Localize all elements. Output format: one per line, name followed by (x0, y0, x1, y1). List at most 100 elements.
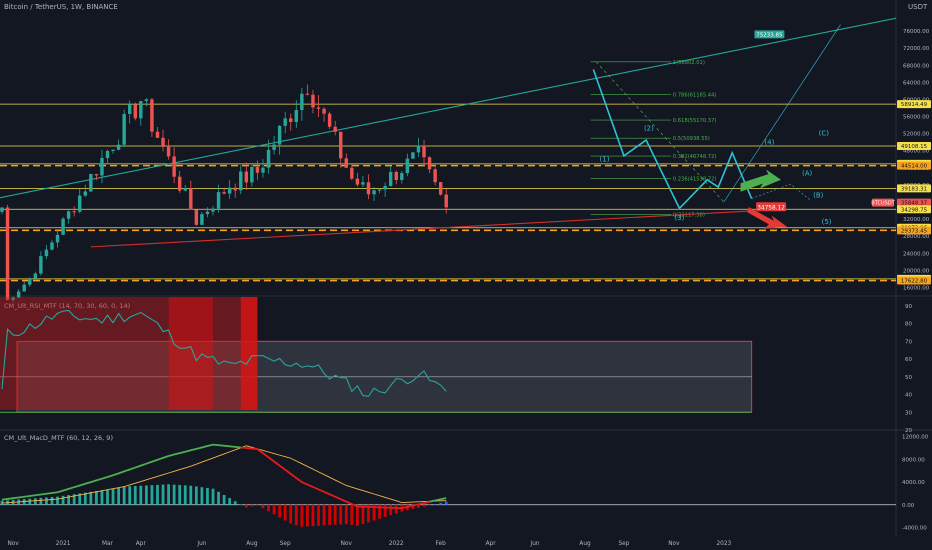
candle-body (22, 284, 26, 292)
price-axis-tick: 16000.00 (903, 285, 930, 291)
macd-histogram-bar (178, 485, 182, 505)
candle-body (144, 99, 149, 102)
macd-histogram-bar (50, 497, 54, 505)
macd-histogram-bar (61, 495, 65, 505)
candle-body (200, 214, 204, 225)
macd-histogram-bar (211, 488, 215, 505)
candle-body (61, 218, 65, 235)
candle-body (183, 188, 187, 191)
currency-label: USDT (908, 3, 928, 11)
macd-histogram-bar (206, 487, 209, 505)
x-axis-tick: Apr (486, 541, 497, 547)
price-axis-tick: 28000.00 (903, 234, 930, 240)
macd-histogram-bar (194, 486, 198, 505)
candle-body (383, 185, 387, 190)
macd-histogram-bar (144, 485, 148, 505)
candle-body (139, 101, 143, 119)
macd-histogram-bar (372, 504, 376, 521)
candle-body (411, 152, 415, 159)
macd-line (429, 497, 447, 503)
candle-body (300, 93, 304, 111)
fib-label: 0(33117.38) (673, 212, 705, 218)
macd-histogram-bar (139, 485, 143, 505)
candle-body (0, 207, 4, 212)
price-level-tag-text: 17622.80 (901, 279, 928, 285)
candle-body (166, 146, 171, 157)
candle-body (83, 191, 88, 196)
price-level-tag-text: 35848.37 (901, 201, 928, 207)
candle-body (311, 94, 315, 108)
wave-label: (3) (674, 214, 684, 222)
candle-body (28, 278, 32, 285)
macd-histogram-bar (106, 489, 109, 505)
candle-body (394, 171, 398, 180)
price-level-tag (897, 100, 931, 109)
macd-histogram-bar (239, 504, 243, 505)
price-axis-tick: 64000.00 (903, 80, 930, 86)
price-level-tag-text: 29373.45 (901, 228, 928, 234)
candle-body (416, 145, 421, 153)
candle-body (89, 174, 93, 192)
macd-histogram-bar (300, 504, 304, 527)
fib-label: 0.5(50938.55) (673, 136, 710, 142)
candle-body (372, 190, 376, 195)
price-level-tag-text: 44514.00 (901, 164, 928, 170)
price-level-tag-text: 39183.31 (901, 186, 927, 192)
macd-histogram-bar (378, 504, 381, 519)
candle-body (11, 297, 15, 300)
candle-body (261, 167, 265, 173)
macd-histogram-bar (394, 504, 398, 514)
rsi-axis-tick: 30 (905, 410, 912, 416)
rsi-axis-tick: 20 (905, 428, 912, 434)
macd-histogram-bar (350, 504, 354, 526)
macd-histogram-bar (189, 485, 193, 505)
macd-histogram-bar (156, 484, 159, 505)
price-level-tag (897, 198, 931, 207)
macd-histogram-bar (278, 504, 282, 518)
candle-body (16, 291, 21, 298)
candle-body (361, 182, 365, 185)
wave-label: (B) (813, 192, 824, 200)
wave-label: (C) (819, 129, 830, 137)
candle-body (72, 211, 76, 213)
candle-body (205, 211, 210, 215)
fib-label: 1(68802.01) (673, 60, 705, 66)
macd-histogram-bar (355, 504, 359, 526)
x-axis-tick: Aug (246, 541, 258, 547)
candle-body (239, 171, 243, 191)
price-axis-tick: 72000.00 (903, 46, 930, 52)
price-level-tag (897, 205, 931, 214)
macd-histogram-bar (322, 504, 326, 526)
macd-axis-tick: -4000.00 (902, 525, 927, 531)
candle-body (272, 144, 276, 150)
projection-line (723, 24, 841, 203)
candle-body (155, 131, 160, 138)
candle-body (116, 144, 121, 150)
macd-histogram-bar (122, 486, 126, 505)
candle-body (277, 125, 282, 145)
candle-body (111, 149, 115, 152)
candle-body (50, 242, 54, 250)
candle-body (44, 249, 49, 257)
x-axis-tick: 2022 (389, 541, 404, 547)
price-level-tag (897, 226, 931, 235)
price-axis-tick: 56000.00 (903, 115, 930, 121)
macd-histogram-bar (228, 498, 232, 505)
candle-body (100, 157, 104, 176)
candle-body (211, 208, 215, 212)
x-axis-tick: 2021 (56, 541, 71, 547)
macd-histogram-bar (200, 487, 204, 505)
rsi-overbought-zone (0, 297, 169, 410)
macd-line (1, 443, 241, 501)
price-axis-tick: 76000.00 (903, 29, 930, 35)
upper-trend-line (0, 17, 897, 199)
candle-body (327, 113, 332, 127)
candle-body (216, 192, 221, 209)
macd-title: CM_Ult_MacD_MTF (60, 12, 26, 9) (4, 434, 113, 442)
price-axis-tick: 20000.00 (903, 268, 930, 274)
macd-histogram-bar (172, 484, 176, 505)
rsi-axis-tick: 90 (905, 304, 912, 310)
fib-label: 0.382(46748.72) (673, 154, 717, 160)
macd-histogram-bar (183, 485, 187, 505)
